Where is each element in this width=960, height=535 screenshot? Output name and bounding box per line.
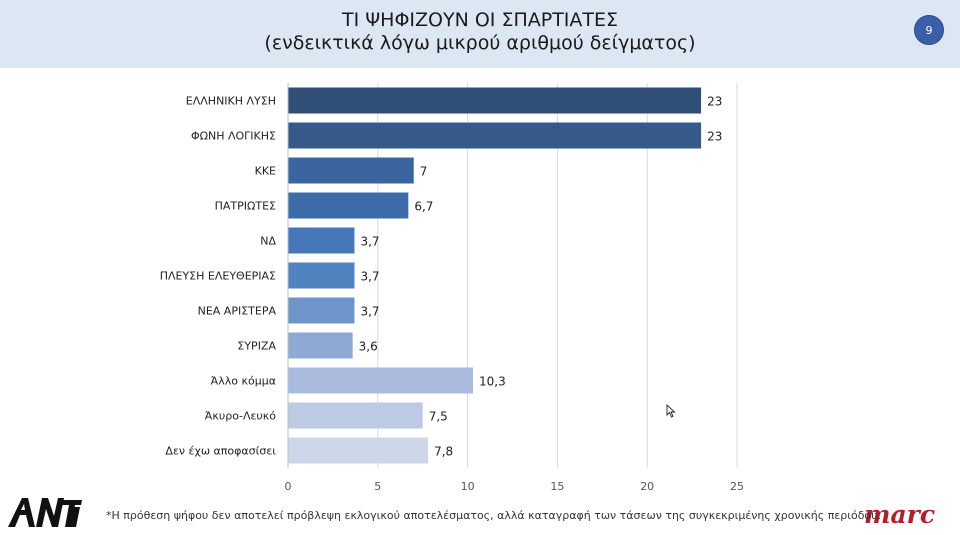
page-subtitle: (ενδεικτικά λόγω μικρού αριθμού δείγματο…	[264, 32, 696, 54]
bar	[288, 402, 423, 429]
bar	[288, 262, 355, 289]
x-tick-label: 15	[550, 480, 564, 493]
page-number-badge: 9	[914, 15, 944, 45]
x-tick-label: 0	[285, 480, 292, 493]
mouse-cursor-icon	[666, 404, 676, 418]
x-tick-label: 25	[730, 480, 744, 493]
marc-logo: marc	[864, 500, 936, 529]
data-label: 23	[707, 130, 722, 144]
x-tick-label: 10	[461, 480, 475, 493]
bar	[288, 192, 409, 219]
data-label: 10,3	[479, 375, 506, 389]
footnote: *Η πρόθεση ψήφου δεν αποτελεί πρόβλεψη ε…	[106, 509, 882, 522]
bar	[288, 122, 702, 149]
data-label: 7,8	[434, 445, 453, 459]
data-label: 3,6	[359, 340, 378, 354]
category-label: ΠΛΕΥΣΗ ΕΛΕΥΘΕΡΙΑΣ	[160, 270, 276, 283]
category-label: ΕΛΛΗΝΙΚΗ ΛΥΣΗ	[186, 95, 276, 108]
bar	[288, 367, 473, 394]
category-label: ΦΩΝΗ ΛΟΓΙΚΗΣ	[191, 130, 276, 143]
bar	[288, 437, 429, 464]
bar	[288, 87, 702, 114]
bar	[288, 297, 355, 324]
category-label: ΝΕΑ ΑΡΙΣΤΕΡΑ	[198, 305, 277, 318]
data-label: 7	[420, 165, 428, 179]
category-label: ΝΔ	[260, 235, 276, 248]
category-label: ΚΚΕ	[255, 165, 276, 178]
x-tick-label: 20	[640, 480, 654, 493]
data-label: 7,5	[429, 410, 448, 424]
bar	[288, 157, 414, 184]
page-title: ΤΙ ΨΗΦΙΖΟΥΝ ΟΙ ΣΠΑΡΤΙΑΤΕΣ	[341, 9, 619, 31]
data-label: 23	[707, 95, 722, 109]
bar	[288, 227, 355, 254]
x-tick-label: 5	[374, 480, 381, 493]
data-label: 3,7	[360, 270, 379, 284]
category-label: Δεν έχω αποφασίσει	[165, 445, 276, 458]
category-label: Άλλο κόμμα	[211, 375, 276, 388]
category-label: ΣΥΡΙΖΑ	[237, 340, 276, 353]
data-label: 3,7	[360, 235, 379, 249]
bar	[288, 332, 353, 359]
ant1-logo	[8, 498, 82, 527]
data-label: 3,7	[360, 305, 379, 319]
category-label: ΠΑΤΡΙΩΤΕΣ	[215, 200, 276, 213]
category-label: Άκυρο-Λευκό	[205, 410, 276, 423]
title-banner: ΤΙ ΨΗΦΙΖΟΥΝ ΟΙ ΣΠΑΡΤΙΑΤΕΣ (ενδεικτικά λό…	[0, 0, 960, 68]
data-label: 6,7	[414, 200, 433, 214]
